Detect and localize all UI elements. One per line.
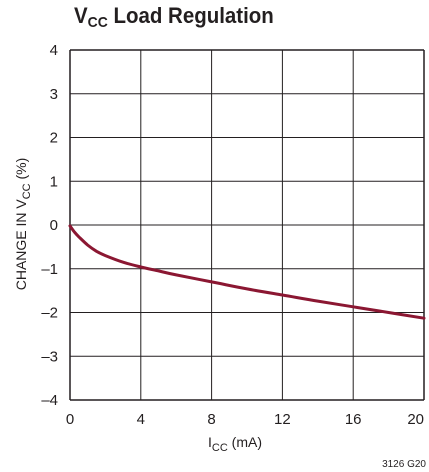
y-tick-labels: 4 3 2 1 0 –1 –2 –3 –4 [41, 42, 58, 409]
y-tick-label: 3 [50, 86, 58, 103]
x-tick-label: 20 [407, 411, 424, 428]
x-tick-labels: 0 4 8 12 16 20 [66, 411, 424, 428]
x-tick-label: 12 [274, 411, 291, 428]
x-tick-label: 8 [207, 411, 215, 428]
x-axis-label: ICC (mA) [208, 434, 262, 454]
y-tick-label: –3 [41, 348, 58, 365]
x-tick-label: 16 [345, 411, 362, 428]
series-line [68, 224, 426, 320]
y-tick-label: 2 [50, 130, 58, 147]
x-tick-label: 4 [137, 411, 145, 428]
chart-title: VCC Load Regulation [74, 3, 274, 31]
y-tick-label: –1 [41, 261, 58, 278]
grid [69, 49, 425, 401]
x-tick-label: 0 [66, 411, 74, 428]
y-tick-label: –2 [41, 305, 58, 322]
y-tick-label: 4 [50, 42, 58, 59]
figure-id: 3126 G20 [382, 459, 426, 470]
y-axis-label: CHANGE IN VCC (%) [13, 158, 33, 291]
y-tick-label: –4 [41, 392, 58, 409]
y-tick-label: 1 [50, 173, 58, 190]
y-tick-label: 0 [50, 217, 58, 234]
